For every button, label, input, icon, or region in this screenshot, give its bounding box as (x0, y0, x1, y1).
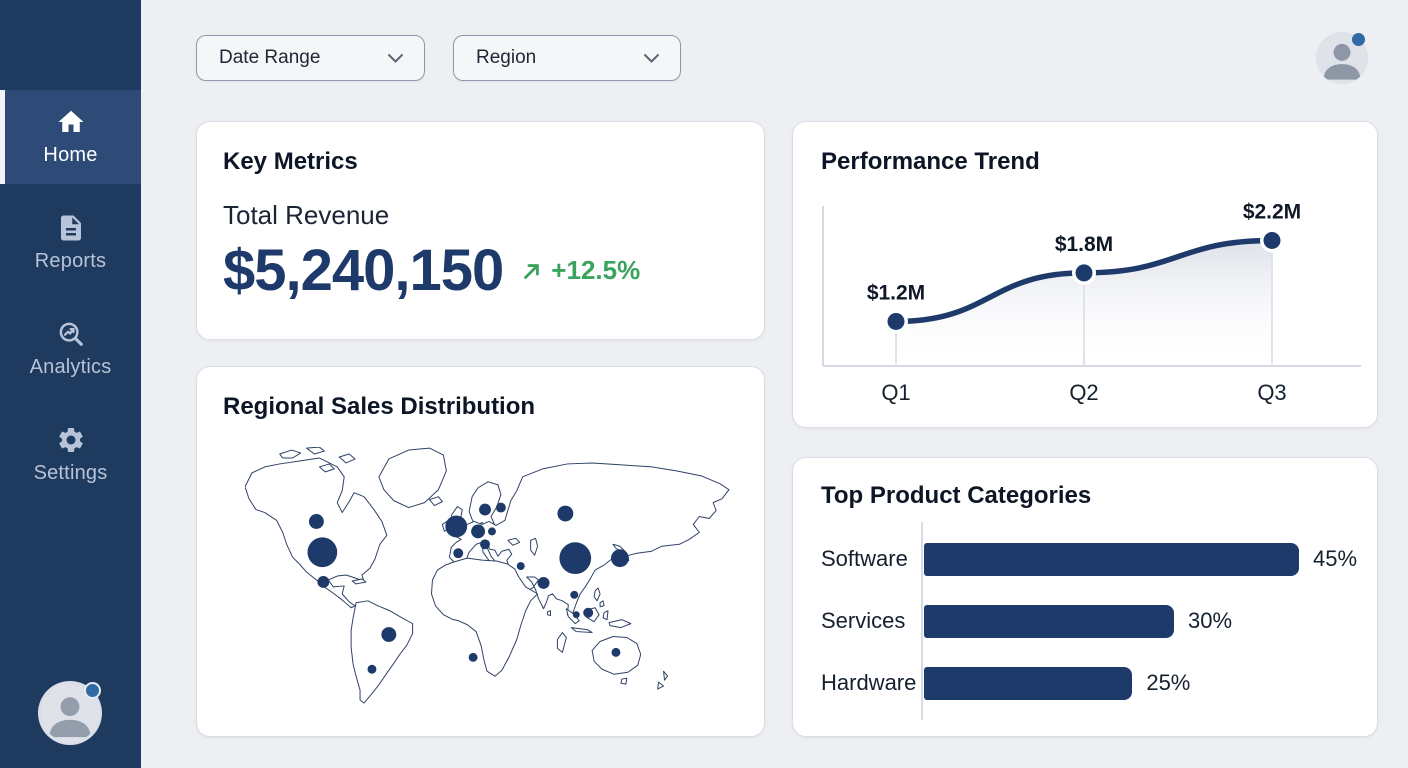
home-icon (58, 110, 83, 132)
settings-icon (58, 427, 83, 452)
sidebar-item-settings[interactable]: Settings (0, 408, 141, 502)
card-title: Top Product Categories (821, 482, 1092, 509)
sales-bubble-indonesia (572, 611, 580, 619)
point-label: $1.2M (867, 281, 925, 304)
sidebar-nav: Home Reports Analytics (0, 90, 141, 502)
sidebar-item-reports[interactable]: Reports (0, 196, 141, 290)
sales-bubble-japan (610, 549, 629, 568)
sales-bubble-canada (308, 514, 324, 529)
bar-chart-body: Software 45% Services 30% Hardware 25% (821, 528, 1357, 714)
sales-bubble-norway (479, 503, 491, 516)
sales-bubble-argentina (367, 664, 377, 674)
sales-bubble-india (537, 577, 550, 589)
region-dropdown[interactable]: Region (453, 35, 681, 81)
bar-value-label: 25% (1146, 670, 1191, 695)
reports-icon (60, 215, 81, 241)
bar (924, 542, 1299, 576)
sidebar: Home Reports Analytics (0, 0, 141, 768)
x-tick-label: Q3 (1257, 380, 1286, 405)
avatar-photo (1316, 32, 1368, 84)
sales-bubble-mexico (317, 576, 330, 588)
card-title: Performance Trend (821, 148, 1040, 175)
bar-value-label: 45% (1313, 546, 1358, 571)
bar-value-label: 30% (1188, 608, 1233, 633)
sidebar-item-label: Analytics (29, 356, 112, 378)
bar-row: Hardware 25% (821, 652, 1353, 714)
bar-category-label: Hardware (821, 670, 917, 695)
sales-bubble-middle-east (516, 562, 525, 571)
bar-chart: Software 45% Services 30% Hardware 25% (821, 522, 1357, 720)
metric-change-value: +12.5% (551, 255, 641, 285)
bar-row: Services 30% (821, 590, 1353, 652)
bar-chart-axis (921, 522, 923, 720)
avatar-photo (41, 684, 99, 742)
point-label: $2.2M (1243, 200, 1301, 223)
sidebar-item-home[interactable]: Home (0, 90, 141, 184)
product-categories-card: Top Product Categories Software 45% Servic… (792, 457, 1378, 737)
date-range-label: Date Range (219, 47, 321, 68)
sidebar-item-analytics[interactable]: Analytics (0, 302, 141, 396)
performance-trend-card: $1.2M Q1 $1.8M Q2 $2.2M Q3 Performance Trend (792, 121, 1378, 428)
analytics-icon (59, 322, 83, 346)
region-label: Region (476, 47, 537, 68)
sales-bubble-sweden (495, 502, 506, 513)
sales-bubble-russia (557, 505, 574, 522)
point-label: $1.8M (1055, 233, 1113, 256)
card-title: Key Metrics (223, 148, 358, 175)
sales-bubble-indonesia-east (583, 607, 594, 618)
sales-bubble-united-kingdom (445, 515, 468, 538)
sales-bubble-south-africa (468, 652, 478, 662)
sales-bubble-australia (611, 647, 621, 657)
metric-value: $5,240,150 (223, 238, 504, 303)
bar (924, 604, 1174, 638)
bar-row: Software 45% (821, 528, 1357, 590)
map-landmasses (245, 447, 730, 704)
sales-bubble-united-states (307, 537, 338, 568)
sales-bubble-germany (471, 524, 486, 539)
world-map (245, 447, 730, 704)
card-title: Regional Sales Distribution (223, 393, 536, 420)
trend-up-icon (524, 263, 540, 279)
person-icon (49, 697, 91, 738)
date-range-dropdown[interactable]: Date Range (196, 35, 425, 81)
sales-bubble-spain (453, 548, 464, 559)
sales-bubble-poland (488, 527, 496, 536)
x-tick-label: Q1 (881, 380, 910, 405)
line-chart: $1.2M Q1 $1.8M Q2 $2.2M Q3 (822, 200, 1361, 405)
x-tick-label: Q2 (1069, 380, 1098, 405)
sales-bubble-southeast-asia (570, 590, 579, 599)
sidebar-item-label: Home (43, 144, 98, 166)
notification-badge (84, 682, 101, 699)
key-metrics-card: Key Metrics Total Revenue $5,240,150 +12… (196, 121, 765, 340)
sales-bubble-brazil (381, 627, 397, 642)
sidebar-user-avatar[interactable] (41, 682, 101, 742)
metric-label: Total Revenue (223, 200, 390, 230)
bar-category-label: Services (821, 608, 906, 633)
bar-category-label: Software (821, 546, 908, 571)
user-avatar[interactable] (1316, 32, 1368, 84)
notification-badge (1352, 33, 1365, 46)
sidebar-item-label: Settings (33, 462, 108, 484)
sales-bubbles (307, 502, 629, 674)
bar (924, 666, 1133, 700)
metric-change: +12.5% (519, 255, 640, 286)
chevron-down-icon (644, 53, 659, 62)
sales-bubble-italy (480, 539, 490, 550)
chevron-down-icon (388, 53, 403, 62)
person-icon (1323, 43, 1361, 80)
sales-bubble-china (559, 542, 592, 575)
sidebar-item-label: Reports (34, 250, 107, 272)
regional-sales-card: Regional Sales Distribution (196, 366, 765, 737)
